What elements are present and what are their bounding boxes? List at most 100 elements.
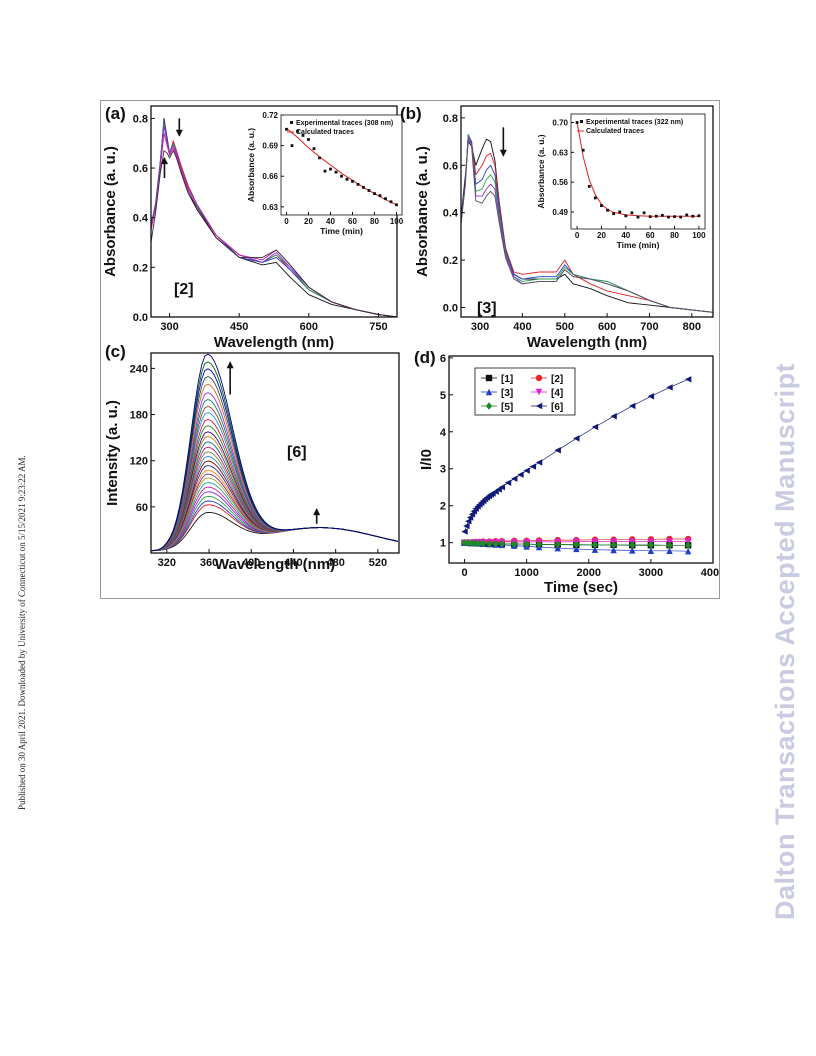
panel-d-legend-label: [2] xyxy=(551,374,563,385)
panel-a-inset-y-tick-label: 0.63 xyxy=(262,203,278,212)
panel-d-legend-marker xyxy=(535,374,543,382)
panel-b-inset-experimental-point xyxy=(593,196,597,200)
panel-b-y-tick-label: 0.8 xyxy=(443,113,458,125)
panel-b-axes-frame xyxy=(460,105,714,318)
panel-d-data-point xyxy=(629,541,636,549)
panel-a-inset-experimental-point xyxy=(345,177,349,181)
panel-d-data-point xyxy=(666,541,673,550)
panel-c-axes-frame xyxy=(150,352,400,554)
panel-b-y-axis-label: Absorbance (a. u.) xyxy=(414,146,431,277)
panel-a-inset-experimental-point xyxy=(373,192,376,195)
panel-a-x-tick-label: 600 xyxy=(300,321,318,333)
accepted-manuscript-watermark: Dalton Transactions Accepted Manuscript xyxy=(770,362,800,920)
panel-d-y-tick-label: 5 xyxy=(440,390,446,402)
panel-b-x-tick-label: 700 xyxy=(640,321,658,333)
panel-b-down-arrow-head xyxy=(499,149,507,157)
panel-d-data-point xyxy=(666,384,673,391)
panel-b-inset-x-tick-label: 0 xyxy=(575,231,580,240)
panel-b-inset-x-tick-label: 20 xyxy=(597,231,606,240)
panel-d-legend-label: [5] xyxy=(501,402,513,413)
panel-d-data-point xyxy=(498,484,505,491)
panel-d-legend-label: [3] xyxy=(501,388,513,399)
panel-b-inset-experimental-point xyxy=(618,210,622,214)
panel-d-y-tick-label: 3 xyxy=(440,464,446,476)
panel-d-data-point xyxy=(465,539,472,547)
panel-d-x-tick-label: 0 xyxy=(461,567,467,579)
panel-c-compound-label: [6] xyxy=(287,444,307,461)
panel-a-down-arrow-head xyxy=(175,129,183,137)
panel-a-y-tick-label: 0.0 xyxy=(133,312,148,324)
panel-b-x-tick-label: 800 xyxy=(683,321,701,333)
panel-d-y-axis-label: I/I0 xyxy=(418,449,435,470)
panel-a-x-tick-label: 300 xyxy=(160,321,178,333)
panel-b-inset-experimental-point xyxy=(660,213,664,217)
panel-d-data-point xyxy=(684,537,692,545)
panel-d-data-point xyxy=(465,518,472,525)
panel-a-inset-y-axis-label: Absorbance (a. u.) xyxy=(246,128,256,202)
panel-d-data-point xyxy=(554,540,561,549)
panel-b-compound-label: [3] xyxy=(477,300,497,317)
panel-a-spectrum-line xyxy=(150,150,398,318)
panel-a-compound-label: [2] xyxy=(174,281,194,298)
panel-d-data-point xyxy=(573,540,580,549)
panel-d-legend-marker xyxy=(535,388,543,396)
panel-d-data-point xyxy=(479,539,487,548)
panel-b-inset-y-tick-label: 0.49 xyxy=(552,208,568,217)
panel-b-x-tick-label: 600 xyxy=(598,321,616,333)
panel-d-data-point xyxy=(554,447,561,454)
panel-a-inset-experimental-point xyxy=(318,156,321,160)
panel-b-spectrum-line xyxy=(460,136,714,313)
panel-b-y-tick-label: 0.0 xyxy=(443,303,458,315)
panel-b-y-tick-label: 0.6 xyxy=(443,160,458,172)
panel-d-data-point xyxy=(461,538,468,547)
panel-a-inset-experimental-point xyxy=(389,200,393,204)
panel-b-x-tick-label: 300 xyxy=(471,321,489,333)
panel-c-y-tick-label: 180 xyxy=(130,410,148,422)
panel-d-data-point xyxy=(684,376,692,383)
publication-note: Published on 30 April 2021. Downloaded b… xyxy=(17,455,27,810)
panel-d-data-point xyxy=(573,545,580,553)
panel-d-data-point xyxy=(610,541,617,549)
panel-b-inset-experimental-point xyxy=(642,211,646,215)
panel-c-y-tick-label: 60 xyxy=(136,502,148,514)
panel-d-data-point xyxy=(591,546,599,553)
panel-a-y-tick-label: 0.2 xyxy=(133,262,148,274)
panel-b-inset-experimental-point xyxy=(587,185,591,188)
panel-a-inset-experimental-point xyxy=(329,167,332,171)
panel-a-x-axis-label: Wavelength (nm) xyxy=(214,334,334,351)
panel-d-data-point xyxy=(684,547,692,555)
panel-d-legend-label: [1] xyxy=(501,374,513,385)
panel-a-inset-experimental-point xyxy=(378,194,382,198)
panel-a-inset-experimental-point xyxy=(285,127,288,131)
panel-b-inset-experimental-point xyxy=(691,214,695,218)
panel-b-inset-experimental-point xyxy=(654,214,658,218)
panel-a-inset-experimental-point xyxy=(307,138,310,141)
panel-d-data-point xyxy=(684,541,692,550)
panel-c-x-tick-label: 360 xyxy=(200,557,218,569)
panel-d-data-point xyxy=(504,479,512,486)
panel-b-y-tick-label: 0.4 xyxy=(443,208,459,220)
panel-d-data-point xyxy=(535,459,543,466)
panel-d-data-point xyxy=(647,393,655,400)
panel-d-axes-frame xyxy=(448,355,714,564)
panel-d-data-point xyxy=(486,539,493,548)
panel-c-x-tick-label: 320 xyxy=(158,557,176,569)
panel-d-data-point xyxy=(629,402,636,410)
panel-b-inset-y-axis-label: Absorbance (a. u.) xyxy=(536,134,546,208)
panel-a-inset-experimental-point xyxy=(395,203,398,207)
panel-a-inset-experimental-point xyxy=(384,197,387,201)
panel-d-x-axis-label: Time (sec) xyxy=(544,579,618,596)
panel-d-data-point xyxy=(511,475,518,482)
panel-b-inset-x-axis-label: Time (min) xyxy=(617,240,660,250)
panel-a-inset-x-tick-label: 100 xyxy=(390,217,404,226)
panel-d-legend-label: [4] xyxy=(551,388,563,399)
panel-d-data-point xyxy=(647,547,655,555)
panel-c-x-axis-label: Wavelength (nm) xyxy=(215,556,335,573)
panel-a-inset-experimental-point xyxy=(301,134,305,137)
panel-a-x-tick-label: 750 xyxy=(369,321,387,333)
figure-svg: (a)300 450 600 7500.00.20.40.60.8Wavelength… xyxy=(102,104,719,596)
panel-b-inset-x-tick-label: 40 xyxy=(621,231,630,240)
panel-b-spectrum-line xyxy=(460,138,714,313)
panel-a-y-axis-label: Absorbance (a. u.) xyxy=(102,146,119,277)
panel-c-y-tick-label: 240 xyxy=(130,363,148,375)
